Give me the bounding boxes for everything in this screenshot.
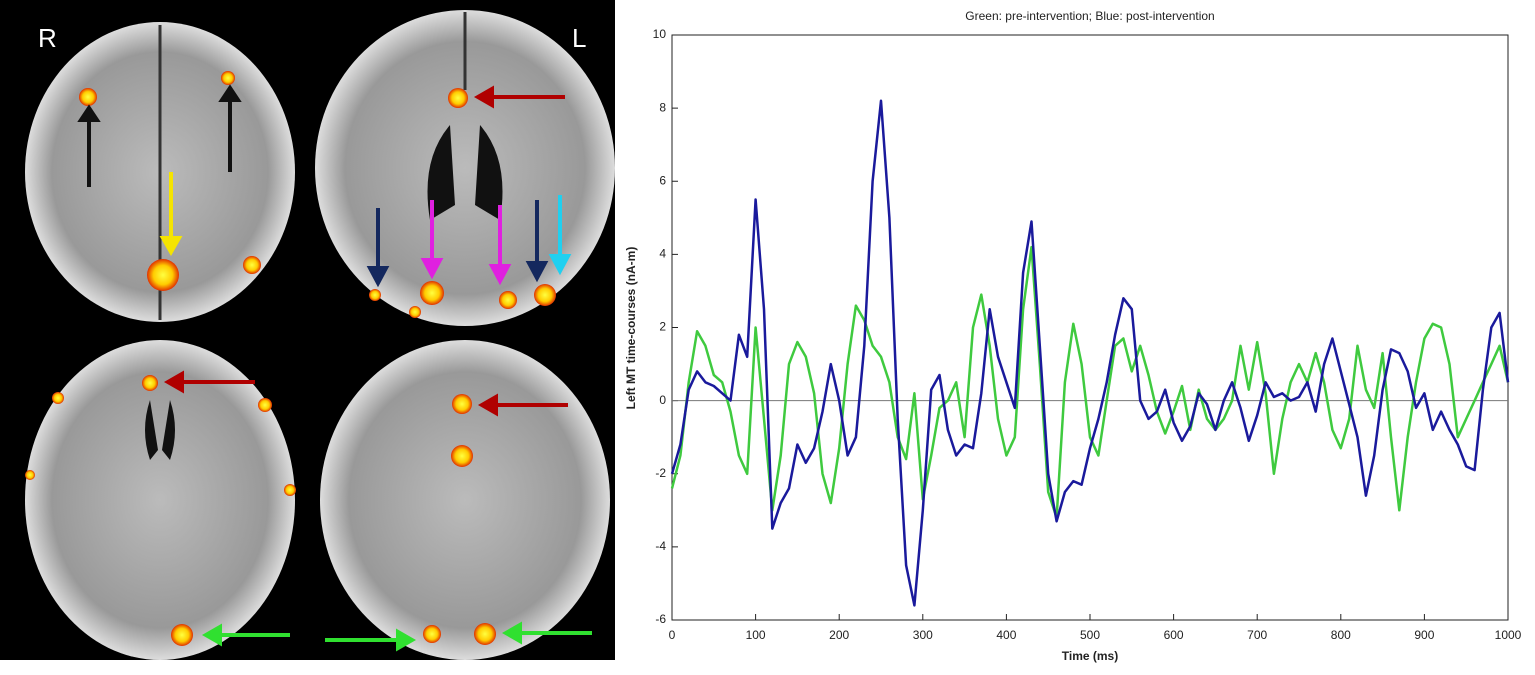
y-tick-label: 2 (659, 320, 666, 334)
y-tick-label: 0 (659, 393, 666, 407)
x-tick-label: 100 (746, 628, 766, 642)
series-line (670, 99, 1510, 607)
panel-label: L (572, 23, 586, 53)
ventricle (145, 400, 175, 460)
panel-label: R (38, 23, 57, 53)
x-tick-label: 0 (669, 628, 676, 642)
brain-slice (315, 10, 615, 326)
x-tick-label: 1000 (1495, 628, 1522, 642)
x-tick-label: 400 (996, 628, 1016, 642)
y-tick-label: 6 (659, 173, 666, 187)
y-tick-label: 8 (659, 100, 666, 114)
y-tick-label: 10 (653, 27, 667, 41)
y-tick-label: 4 (659, 247, 666, 261)
y-tick-label: -4 (655, 539, 666, 553)
x-tick-label: 200 (829, 628, 849, 642)
y-axis-label: Left MT time-courses (nA-m) (624, 247, 638, 410)
x-tick-label: 700 (1247, 628, 1267, 642)
brain-slice (320, 340, 610, 660)
x-tick-label: 800 (1331, 628, 1351, 642)
series-line (670, 245, 1510, 519)
brain-slice (25, 340, 295, 660)
activations (25, 71, 556, 646)
x-tick-label: 900 (1414, 628, 1434, 642)
plot-frame (671, 34, 1509, 621)
brain-panels: R L (0, 0, 615, 660)
y-tick-label: -6 (655, 612, 666, 626)
y-tick-label: -2 (655, 466, 666, 480)
x-axis-label: Time (ms) (1062, 649, 1118, 663)
x-tick-label: 500 (1080, 628, 1100, 642)
ventricle (427, 125, 503, 220)
chart-title: Green: pre-intervention; Blue: post-inte… (965, 9, 1214, 23)
x-tick-label: 600 (1164, 628, 1184, 642)
x-tick-label: 300 (913, 628, 933, 642)
arrows (77, 84, 592, 652)
